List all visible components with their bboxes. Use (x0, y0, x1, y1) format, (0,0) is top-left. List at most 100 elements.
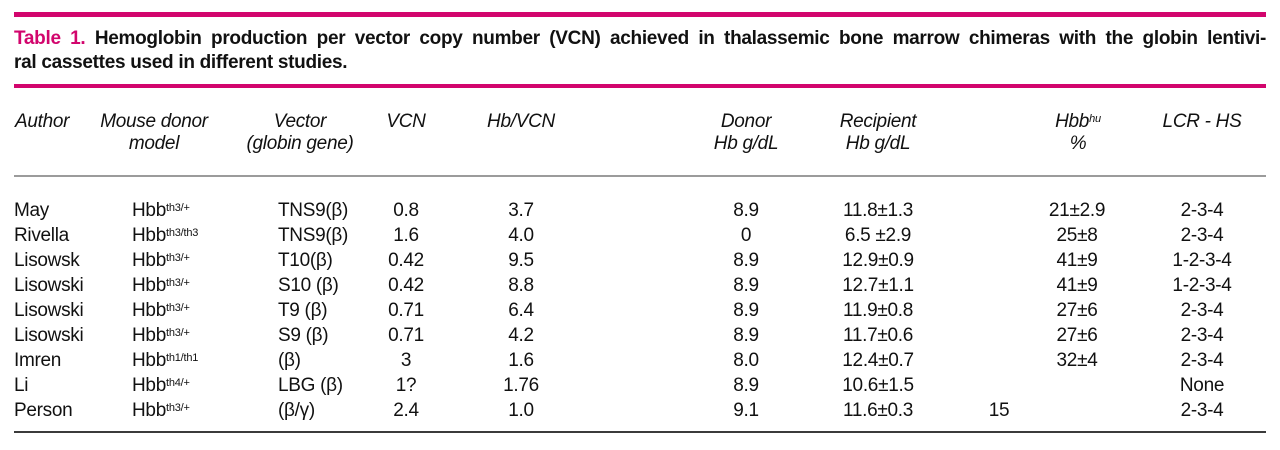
cell-lcr-hs: 1-2-3-4 (1172, 250, 1232, 271)
table-body: May Hbbth3/+ TNS9(β) 0.8 3.7 8.9 11.8±1.… (0, 198, 1280, 423)
cell-lcr-hs: 1-2-3-4 (1172, 275, 1232, 296)
table-row: Person Hbbth3/+ (β/γ) 2.4 1.0 9.1 11.6±0… (0, 398, 1280, 423)
cell-lcr-hs: 2-3-4 (1180, 300, 1224, 321)
cell-hb-per-vcn: 1.76 (503, 375, 539, 396)
cell-recipient-hb: 12.7±1.1 (842, 275, 914, 296)
cell-vector: (β) (278, 350, 301, 371)
cell-recipient-hb: 11.9±0.8 (842, 300, 914, 321)
cell-hbb-hu-percent: 41±9 (1056, 275, 1098, 296)
cell-lcr-hs: 2-3-4 (1180, 200, 1224, 221)
donor-allele-superscript: th3/+ (165, 251, 190, 264)
cell-author: Lisowski (14, 275, 84, 296)
donor-gene-base: Hbb (132, 325, 166, 346)
donor-gene-base: Hbb (132, 225, 166, 246)
header-donor-hb: Donor Hb g/dL (713, 111, 779, 154)
cell-author: May (14, 200, 49, 221)
cell-donor-hb: 8.9 (733, 200, 759, 221)
table-row: Lisowski Hbbth3/+ S9 (β) 0.71 4.2 8.9 11… (0, 323, 1280, 348)
cell-lcr-hs: 2-3-4 (1180, 400, 1224, 421)
table-row: May Hbbth3/+ TNS9(β) 0.8 3.7 8.9 11.8±1.… (0, 198, 1280, 223)
cell-vcn: 0.42 (388, 275, 424, 296)
donor-gene-base: Hbb (132, 300, 166, 321)
donor-allele-superscript: th3/+ (165, 401, 190, 414)
cell-mouse-donor-model: Hbbth3/+ (132, 273, 190, 298)
cell-recipient-hb: 12.9±0.9 (842, 250, 914, 271)
cell-vector: LBG (β) (278, 375, 343, 396)
header-divider (14, 175, 1266, 177)
cell-mouse-donor-model: Hbbth1/th1 (132, 348, 198, 373)
cell-author: Person (14, 400, 73, 421)
top-divider (14, 12, 1266, 17)
cell-hbb-hu-percent: 32±4 (1056, 350, 1098, 371)
cell-vcn: 0.71 (388, 300, 424, 321)
cell-mouse-donor-model: Hbbth3/+ (132, 248, 190, 273)
header-hb-per-vcn: Hb/VCN (487, 111, 555, 132)
header-hbb-hu-percent: Hbbhu % (1055, 111, 1101, 154)
table-row: Imren Hbbth1/th1 (β) 3 1.6 8.0 12.4±0.7 … (0, 348, 1280, 373)
cell-vcn: 0.71 (388, 325, 424, 346)
cell-author: Lisowski (14, 325, 84, 346)
cell-vector: TNS9(β) (278, 225, 349, 246)
cell-lcr-hs: 2-3-4 (1180, 225, 1224, 246)
cell-recipient-hb: 6.5 ±2.9 (844, 225, 912, 246)
donor-allele-superscript: th3/+ (165, 326, 190, 339)
caption-line-1: Table 1. Hemoglobin production per vecto… (14, 27, 1266, 51)
cell-mouse-donor-model: Hbbth3/+ (132, 298, 190, 323)
table-row: Rivella Hbbth3/th3 TNS9(β) 1.6 4.0 0 6.5… (0, 223, 1280, 248)
cell-vcn: 3 (400, 350, 412, 371)
cell-hbb-hu-percent: 25±8 (1056, 225, 1098, 246)
cell-hbb-hu-percent: 21±2.9 (1048, 200, 1106, 221)
cell-vector: S9 (β) (278, 325, 329, 346)
table-row: Lisowski Hbbth3/+ S10 (β) 0.42 8.8 8.9 1… (0, 273, 1280, 298)
cell-recipient-hb: 12.4±0.7 (842, 350, 914, 371)
cell-hb-per-vcn: 1.6 (508, 350, 534, 371)
cell-hb-per-vcn: 6.4 (508, 300, 534, 321)
donor-allele-superscript: th3/+ (165, 276, 190, 289)
cell-recipient-hb: 11.8±1.3 (842, 200, 914, 221)
table-row: Li Hbbth4/+ LBG (β) 1? 1.76 8.9 10.6±1.5… (0, 373, 1280, 398)
header-recipient-hb: Recipient Hb g/dL (839, 111, 917, 154)
header-vector-globin-gene: Vector (globin gene) (246, 111, 354, 154)
cell-vector: TNS9(β) (278, 200, 349, 221)
cell-recipient-hb: 11.7±0.6 (842, 325, 914, 346)
donor-allele-superscript: th4/+ (165, 376, 190, 389)
caption-line-2: ral cassettes used in different studies. (14, 52, 348, 73)
cell-recipient-hb: 11.6±0.3 (842, 400, 914, 421)
header-hbb-base: Hbb (1055, 111, 1090, 132)
cell-vector: (β/γ) (278, 400, 315, 421)
cell-lcr-hs: None (1179, 375, 1225, 396)
cell-author: Li (14, 375, 29, 396)
donor-gene-base: Hbb (132, 275, 166, 296)
table-header: Author Mouse donor model Vector (globin … (0, 111, 1280, 171)
cell-vcn: 0.42 (388, 250, 424, 271)
cell-author: Lisowsk (14, 250, 80, 271)
bottom-divider (14, 431, 1266, 433)
cell-author: Imren (14, 350, 62, 371)
cell-author: Lisowski (14, 300, 84, 321)
cell-donor-hb: 8.9 (733, 250, 759, 271)
cell-vector: T10(β) (278, 250, 333, 271)
table-row: Lisowsk Hbbth3/+ T10(β) 0.42 9.5 8.9 12.… (0, 248, 1280, 273)
caption-text: Hemoglobin production per vector copy nu… (94, 28, 1266, 49)
donor-allele-superscript: th3/+ (165, 201, 190, 214)
donor-gene-base: Hbb (132, 350, 166, 371)
cell-donor-hb: 8.0 (733, 350, 759, 371)
donor-gene-base: Hbb (132, 375, 166, 396)
header-lcr-hs: LCR - HS (1162, 111, 1242, 132)
table-caption: Table 1. Hemoglobin production per vecto… (14, 27, 1266, 75)
header-author: Author (15, 111, 70, 132)
cell-mouse-donor-model: Hbbth3/+ (132, 398, 190, 423)
cell-donor-hb: 9.1 (733, 400, 759, 421)
header-vcn: VCN (386, 111, 426, 132)
cell-hb-per-vcn: 4.2 (508, 325, 534, 346)
cell-vector: S10 (β) (278, 275, 339, 296)
cell-donor-hb: 8.9 (733, 325, 759, 346)
cell-lcr-hs: 2-3-4 (1180, 325, 1224, 346)
table-row: Lisowski Hbbth3/+ T9 (β) 0.71 6.4 8.9 11… (0, 298, 1280, 323)
caption-label: Table 1. (14, 28, 86, 49)
cell-mouse-donor-model: Hbbth3/th3 (132, 223, 198, 248)
donor-gene-base: Hbb (132, 250, 166, 271)
cell-recipient-hb: 10.6±1.5 (842, 375, 914, 396)
donor-gene-base: Hbb (132, 400, 166, 421)
